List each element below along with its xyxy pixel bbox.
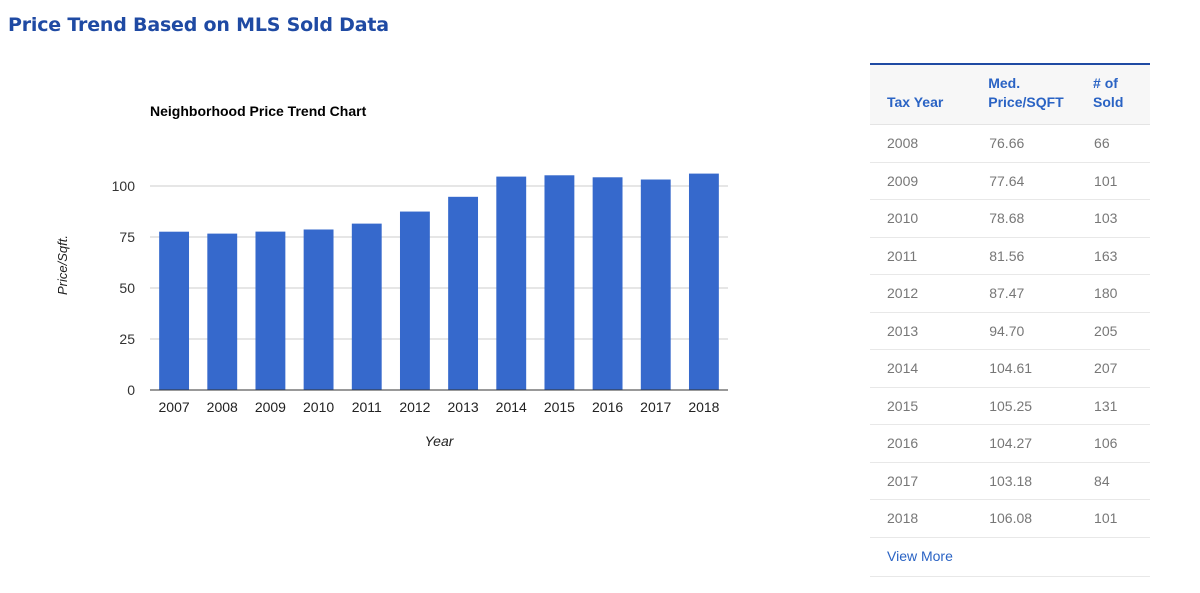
table-row: 2012 87.47 180 bbox=[870, 274, 1150, 313]
cell-num-sold: 205 bbox=[1093, 312, 1150, 350]
chart-title: Neighborhood Price Trend Chart bbox=[150, 103, 367, 119]
cell-tax-year: 2009 bbox=[870, 162, 989, 200]
table-row: 2016 104.27 106 bbox=[870, 424, 1150, 463]
cell-num-sold: 103 bbox=[1093, 199, 1150, 238]
bar-2017[interactable] bbox=[640, 179, 671, 390]
cell-num-sold: 101 bbox=[1093, 499, 1150, 538]
table-footer-row: View More bbox=[870, 537, 1150, 577]
cell-num-sold: 106 bbox=[1093, 424, 1150, 463]
header-med-price: Med. Price/SQFT bbox=[988, 64, 1094, 125]
cell-tax-year: 2013 bbox=[870, 312, 989, 350]
price-trend-chart: 0 25 50 75 100 2007 2008 2009 2010 2011 2012 2013 2… bbox=[0, 90, 760, 470]
x-tick-label: 2009 bbox=[255, 399, 286, 415]
cell-med-price: 81.56 bbox=[988, 237, 1094, 275]
bar-2015[interactable] bbox=[544, 175, 575, 390]
cell-tax-year: 2008 bbox=[870, 124, 989, 163]
bar-2013[interactable] bbox=[448, 196, 479, 390]
cell-med-price: 77.64 bbox=[988, 162, 1094, 200]
cell-num-sold: 180 bbox=[1093, 274, 1150, 313]
cell-med-price: 104.27 bbox=[988, 424, 1094, 463]
chart-bars bbox=[159, 173, 719, 390]
table-header-row: Tax Year Med. Price/SQFT # of Sold bbox=[870, 64, 1150, 125]
cell-med-price: 78.68 bbox=[988, 199, 1094, 238]
cell-med-price: 87.47 bbox=[988, 274, 1094, 313]
table-row: 2011 81.56 163 bbox=[870, 237, 1150, 275]
bar-2008[interactable] bbox=[207, 233, 238, 390]
cell-num-sold: 101 bbox=[1093, 162, 1150, 200]
x-tick-label: 2007 bbox=[159, 399, 190, 415]
bar-2009[interactable] bbox=[255, 231, 286, 390]
table-row: 2010 78.68 103 bbox=[870, 199, 1150, 238]
table-row: 2018 106.08 101 bbox=[870, 499, 1150, 538]
cell-tax-year: 2014 bbox=[870, 349, 989, 388]
table-row: 2014 104.61 207 bbox=[870, 349, 1150, 388]
y-tick-label: 50 bbox=[119, 280, 135, 296]
bar-2012[interactable] bbox=[399, 211, 430, 390]
y-tick-label: 0 bbox=[127, 382, 135, 398]
x-tick-label: 2008 bbox=[207, 399, 238, 415]
x-tick-label: 2018 bbox=[688, 399, 719, 415]
bar-2007[interactable] bbox=[159, 231, 190, 390]
view-more-link[interactable]: View More bbox=[887, 547, 953, 564]
header-num-sold: # of Sold bbox=[1093, 64, 1150, 125]
header-tax-year: Tax Year bbox=[870, 64, 989, 125]
cell-med-price: 105.25 bbox=[988, 387, 1094, 425]
table-body: 2008 76.66 66 2009 77.64 101 2010 78.68 103 2011 8… bbox=[870, 124, 1150, 538]
cell-num-sold: 84 bbox=[1093, 462, 1150, 500]
x-tick-label: 2015 bbox=[544, 399, 575, 415]
cell-tax-year: 2015 bbox=[870, 387, 989, 425]
table-row: 2013 94.70 205 bbox=[870, 312, 1150, 350]
cell-num-sold: 131 bbox=[1093, 387, 1150, 425]
table-row: 2017 103.18 84 bbox=[870, 462, 1150, 500]
bar-2014[interactable] bbox=[496, 176, 527, 390]
page-title: Price Trend Based on MLS Sold Data bbox=[8, 14, 389, 36]
x-tick-label: 2013 bbox=[448, 399, 479, 415]
cell-tax-year: 2017 bbox=[870, 462, 989, 500]
bar-2010[interactable] bbox=[303, 229, 334, 390]
x-tick-label: 2010 bbox=[303, 399, 334, 415]
x-tick-label: 2017 bbox=[640, 399, 671, 415]
x-axis-label: Year bbox=[425, 433, 455, 449]
cell-tax-year: 2018 bbox=[870, 499, 989, 538]
cell-tax-year: 2016 bbox=[870, 424, 989, 463]
cell-tax-year: 2010 bbox=[870, 199, 989, 238]
cell-num-sold: 66 bbox=[1093, 124, 1150, 163]
table-row: 2015 105.25 131 bbox=[870, 387, 1150, 425]
x-tick-label: 2011 bbox=[352, 399, 382, 415]
y-tick-label: 25 bbox=[119, 331, 135, 347]
cell-med-price: 104.61 bbox=[988, 349, 1094, 388]
y-tick-label: 75 bbox=[119, 229, 135, 245]
cell-tax-year: 2012 bbox=[870, 274, 989, 313]
price-data-table: Tax Year Med. Price/SQFT # of Sold 2008 7… bbox=[870, 63, 1150, 577]
cell-med-price: 94.70 bbox=[988, 312, 1094, 350]
bar-2016[interactable] bbox=[592, 177, 623, 390]
x-tick-label: 2016 bbox=[592, 399, 623, 415]
cell-med-price: 103.18 bbox=[988, 462, 1094, 500]
cell-med-price: 76.66 bbox=[988, 124, 1094, 163]
y-axis-label: Price/Sqft. bbox=[55, 235, 70, 295]
cell-num-sold: 163 bbox=[1093, 237, 1150, 275]
x-tick-label: 2012 bbox=[399, 399, 430, 415]
table-row: 2009 77.64 101 bbox=[870, 162, 1150, 200]
table-footer-cell: View More bbox=[870, 537, 1150, 577]
table-row: 2008 76.66 66 bbox=[870, 124, 1150, 163]
bar-2018[interactable] bbox=[688, 173, 719, 390]
cell-tax-year: 2011 bbox=[870, 237, 989, 275]
chart-axes: 2007 2008 2009 2010 2011 2012 2013 2014 2015 2016… bbox=[150, 389, 728, 415]
y-tick-label: 100 bbox=[112, 178, 136, 194]
bar-2011[interactable] bbox=[351, 223, 382, 390]
chart-gridlines: 0 25 50 75 100 bbox=[112, 178, 728, 398]
cell-num-sold: 207 bbox=[1093, 349, 1150, 388]
x-tick-label: 2014 bbox=[496, 399, 527, 415]
cell-med-price: 106.08 bbox=[988, 499, 1094, 538]
